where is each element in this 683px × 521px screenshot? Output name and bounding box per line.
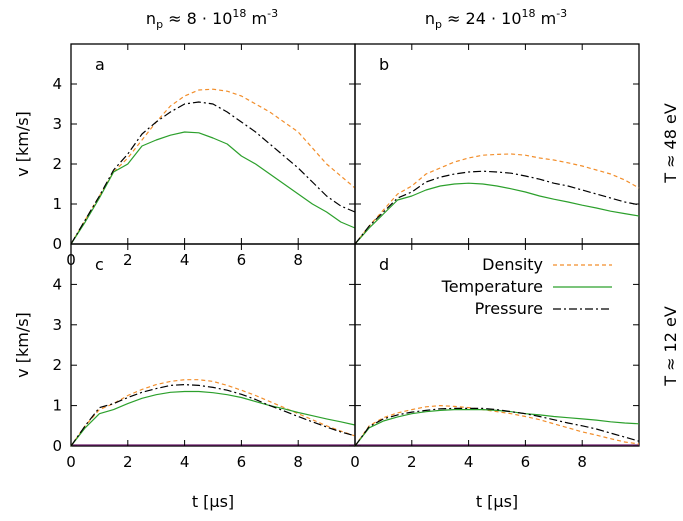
panel-d-xtick-label: 2 (407, 453, 417, 471)
panel-b-series-temperature (354, 182, 640, 245)
panel-c-xtick-label: 0 (66, 453, 76, 471)
panel-c-ytick-label: 1 (52, 397, 62, 415)
panel-d-series-density (354, 405, 640, 447)
panel-c-xtick-label: 8 (293, 453, 303, 471)
panel-c-series-temperature (70, 390, 356, 447)
panel-b-frame (354, 43, 640, 245)
panel-c-xtick-label: 4 (180, 453, 190, 471)
panel-a-frame (70, 43, 356, 245)
panel-a-ytick-label: 2 (52, 155, 62, 173)
panel-d-xlabel: t [µs] (476, 492, 518, 511)
row-header-top: T ≈ 48 eV (661, 103, 680, 184)
row-header-bottom: T ≈ 12 eV (661, 306, 680, 387)
panel-d-frame (354, 243, 640, 447)
legend-label-pressure: Pressure (475, 299, 543, 318)
panel-c-ytick-label: 4 (52, 275, 62, 293)
panel-d-xtick-label: 6 (521, 453, 531, 471)
panel-d-xtick-label: 4 (464, 453, 474, 471)
panel-d-xtick-label: 0 (350, 453, 360, 471)
panel-a-series-density (70, 88, 356, 245)
panel-a-xtick-label: 2 (123, 251, 133, 269)
panels-group: 0 1 2 3 4 0 2 4 6 8 a v [km/s] b 0 1 2 3 4 0 2 4 6 8 c v [km/s] t… (13, 43, 640, 511)
panel-a-series-temperature (70, 131, 356, 245)
legend: Density Temperature Pressure (441, 255, 612, 318)
panel-d-letter: d (379, 255, 389, 274)
panel-b-series-pressure (354, 170, 640, 245)
column-header-left: np ≈ 8 · 1018 m-3 (146, 7, 278, 31)
panel-c-ylabel: v [km/s] (13, 312, 32, 378)
panel-a-series-pressure (70, 101, 356, 245)
panel-c-series-pressure (70, 384, 356, 447)
panel-a-ytick-label: 4 (52, 75, 62, 93)
panel-a-xtick-label: 8 (293, 251, 303, 269)
panel-a-ytick-label: 0 (52, 235, 62, 253)
panel-c-xtick-label: 6 (237, 453, 247, 471)
panel-c-ytick-label: 2 (52, 356, 62, 374)
panel-c-series-density (70, 379, 356, 447)
panel-a-ytick-label: 1 (52, 195, 62, 213)
panel-c-ytick-label: 0 (52, 437, 62, 455)
legend-label-density: Density (482, 255, 543, 274)
panel-d-series-pressure (354, 407, 640, 447)
panel-b-letter: b (379, 55, 389, 74)
panel-b-series-density (354, 153, 640, 245)
panel-a-ylabel: v [km/s] (13, 111, 32, 177)
panel-a-ytick-label: 3 (52, 115, 62, 133)
panel-c-xtick-label: 2 (123, 453, 133, 471)
panel-c-letter: c (95, 255, 104, 274)
legend-label-temperature: Temperature (441, 277, 543, 296)
panel-a-letter: a (95, 55, 105, 74)
column-header-right: np ≈ 24 · 1018 m-3 (425, 7, 567, 31)
panel-c-xlabel: t [µs] (192, 492, 234, 511)
panel-a-xtick-label: 6 (237, 251, 247, 269)
panel-d-series-temperature (354, 409, 640, 447)
panel-c-ytick-label: 3 (52, 316, 62, 334)
panel-d-xtick-label: 8 (577, 453, 587, 471)
panel-a-xtick-label: 4 (180, 251, 190, 269)
